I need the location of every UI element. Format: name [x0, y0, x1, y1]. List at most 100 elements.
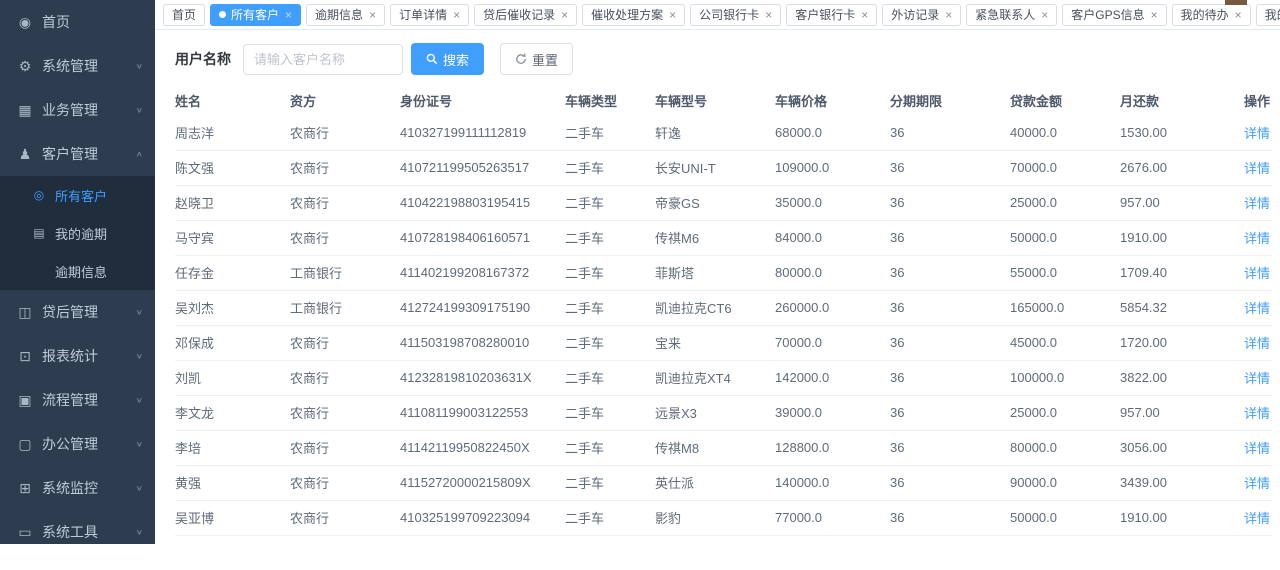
- sidebar-subitem-逾期信息[interactable]: 逾期信息: [0, 252, 155, 290]
- table-cell: 农商行: [290, 395, 400, 431]
- tab-催收处理方案[interactable]: 催收处理方案 ×: [582, 3, 686, 26]
- detail-link[interactable]: 详情: [1243, 125, 1270, 141]
- close-icon[interactable]: ×: [945, 7, 953, 22]
- table-cell: 二手车: [565, 115, 655, 151]
- reset-button[interactable]: 重置: [500, 43, 574, 75]
- close-icon[interactable]: ×: [1041, 7, 1049, 22]
- sidebar-item-贷后管理[interactable]: ◫ 贷后管理 ∨: [0, 290, 155, 334]
- close-icon[interactable]: ×: [1150, 7, 1158, 22]
- detail-link[interactable]: 详情: [1243, 406, 1270, 421]
- detail-link[interactable]: 详情: [1243, 266, 1270, 281]
- search-input[interactable]: [243, 43, 403, 75]
- table-cell: 工商银行: [290, 255, 400, 291]
- tab-贷后催收记录[interactable]: 贷后催收记录 ×: [474, 3, 578, 26]
- table-cell: 45000.0: [1010, 325, 1120, 361]
- table-cell: 3439.00: [1120, 465, 1240, 501]
- table-cell: 1709.40: [1120, 255, 1240, 291]
- sidebar-subitem-所有客户[interactable]: ◎ 所有客户: [0, 176, 155, 214]
- sidebar-item-报表统计[interactable]: ⊡ 报表统计 ∨: [0, 334, 155, 378]
- sidebar-item-系统工具[interactable]: ▭ 系统工具 ∨: [0, 510, 155, 544]
- detail-link[interactable]: 详情: [1243, 371, 1270, 386]
- tab-label: 贷后催收记录: [483, 8, 556, 22]
- close-icon[interactable]: ×: [561, 7, 569, 22]
- sidebar-item-系统监控[interactable]: ⊞ 系统监控 ∨: [0, 466, 155, 510]
- close-icon[interactable]: ×: [765, 7, 773, 22]
- detail-link[interactable]: 详情: [1243, 336, 1270, 351]
- table-cell: 农商行: [290, 115, 400, 151]
- table-cell-action: 详情: [1240, 325, 1272, 361]
- table-cell: 410422198803195415: [400, 185, 565, 221]
- tab-外访记录[interactable]: 外访记录 ×: [882, 3, 962, 26]
- table-cell-action: 详情: [1240, 465, 1272, 501]
- detail-link[interactable]: 详情: [1243, 196, 1270, 211]
- sidebar-item-办公管理[interactable]: ▢ 办公管理 ∨: [0, 422, 155, 466]
- sidebar-item-label: 首页: [42, 14, 70, 30]
- detail-link[interactable]: 详情: [1243, 476, 1270, 491]
- tab-紧急联系人[interactable]: 紧急联系人 ×: [966, 3, 1058, 26]
- detail-link[interactable]: 详情: [1243, 231, 1270, 246]
- tab-我的待办[interactable]: 我的待办 ×: [1171, 3, 1251, 26]
- tab-所有客户[interactable]: 所有客户 ×: [210, 3, 302, 26]
- close-icon[interactable]: ×: [861, 7, 869, 22]
- close-icon[interactable]: ×: [669, 7, 677, 22]
- table-cell: 黄强: [175, 465, 290, 501]
- table-cell: 马守宾: [175, 220, 290, 256]
- report-icon: ⊡: [19, 347, 31, 364]
- close-icon[interactable]: ×: [1234, 7, 1242, 22]
- table-cell: 陈文强: [175, 150, 290, 186]
- table-cell: 二手车: [565, 150, 655, 186]
- sidebar-item-业务管理[interactable]: ▦ 业务管理 ∨: [0, 88, 155, 132]
- table-cell: 邓保成: [175, 325, 290, 361]
- table-cell: 36: [890, 255, 1010, 291]
- table-cell: [1010, 535, 1120, 570]
- tab-label: 逾期信息: [315, 8, 364, 22]
- monitor-icon: ⊞: [19, 479, 31, 496]
- detail-link[interactable]: 详情: [1243, 441, 1270, 456]
- table-cell: [290, 535, 400, 570]
- tab-label: 紧急联系人: [975, 8, 1036, 22]
- table-cell: 菲斯塔: [655, 255, 775, 291]
- sidebar-item-系统管理[interactable]: ⚙ 系统管理 ∨: [0, 44, 155, 88]
- table-cell: 5854.32: [1120, 290, 1240, 326]
- tab-客户GPS信息[interactable]: 客户GPS信息 ×: [1062, 3, 1167, 26]
- table-cell: 412724199309175190: [400, 290, 565, 326]
- table-cell: 36: [890, 500, 1010, 536]
- table-cell: 100000.0: [1010, 360, 1120, 396]
- tab-订单详情[interactable]: 订单详情 ×: [390, 3, 470, 26]
- table-cell: [400, 535, 565, 570]
- tab-客户银行卡[interactable]: 客户银行卡 ×: [786, 3, 878, 26]
- chevron-down-icon: ∨: [135, 61, 143, 71]
- tab-逾期信息[interactable]: 逾期信息 ×: [306, 3, 386, 26]
- detail-link[interactable]: 详情: [1243, 301, 1270, 316]
- tab-公司银行卡[interactable]: 公司银行卡 ×: [690, 3, 782, 26]
- sidebar-item-客户管理[interactable]: ♟ 客户管理 ∧: [0, 132, 155, 176]
- sidebar-subitem-我的逾期[interactable]: ▤ 我的逾期: [0, 214, 155, 252]
- tab-首页[interactable]: 首页: [163, 3, 206, 26]
- table-cell: 165000.0: [1010, 290, 1120, 326]
- active-dot-icon: [219, 11, 227, 18]
- table-cell: 1530.00: [1120, 115, 1240, 151]
- sidebar-item-label: 流程管理: [42, 392, 98, 408]
- table-row-partial: [175, 535, 1272, 570]
- table-cell-action: 详情: [1240, 220, 1272, 256]
- table-cell: 41142119950822450X: [400, 430, 565, 466]
- close-icon[interactable]: ×: [369, 7, 377, 22]
- close-icon[interactable]: ×: [285, 7, 293, 22]
- detail-link[interactable]: 详情: [1243, 161, 1270, 176]
- tab-label: 外访记录: [891, 8, 940, 22]
- sidebar-item-label: 业务管理: [42, 102, 98, 118]
- table-cell: 二手车: [565, 185, 655, 221]
- sidebar-item-label: 客户管理: [42, 146, 98, 162]
- tab-我的流程[interactable]: 我的流程×: [1255, 3, 1280, 26]
- table-cell: 55000.0: [1010, 255, 1120, 291]
- sidebar-item-首页[interactable]: ◉ 首页: [0, 0, 155, 44]
- search-button[interactable]: 搜索: [411, 43, 485, 75]
- sidebar-item-流程管理[interactable]: ▣ 流程管理 ∨: [0, 378, 155, 422]
- detail-link[interactable]: 详情: [1243, 511, 1270, 526]
- avatar-partial[interactable]: [1225, 0, 1247, 5]
- sidebar-item-label: 系统工具: [42, 524, 98, 540]
- column-header: 姓名: [175, 93, 202, 109]
- table-cell: 二手车: [565, 290, 655, 326]
- close-icon[interactable]: ×: [453, 7, 461, 22]
- sidebar-subitem-label: 我的逾期: [55, 226, 108, 242]
